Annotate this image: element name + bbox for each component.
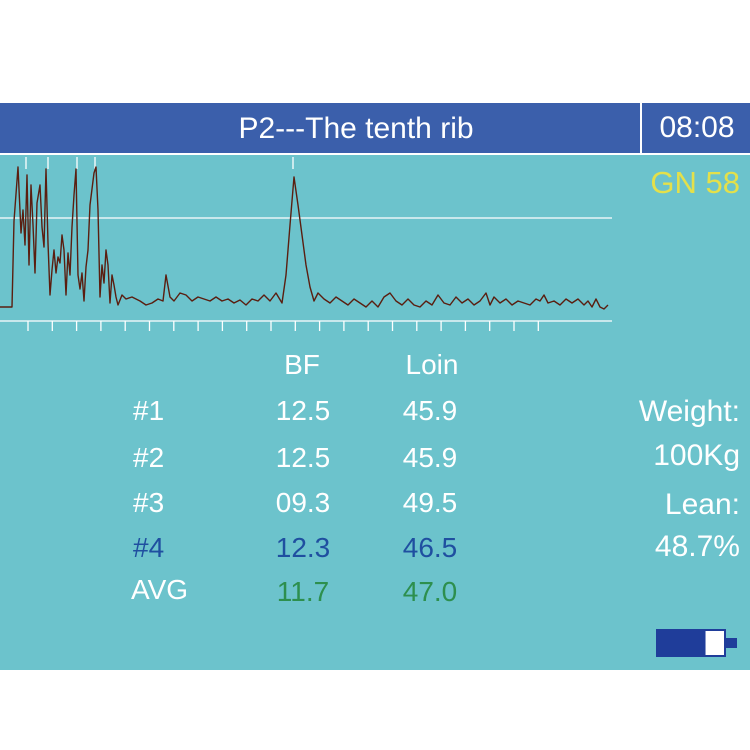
avg-bf: 11.7	[276, 576, 330, 607]
page-title: P2---The tenth rib	[238, 112, 474, 145]
lean-label: Lean:	[664, 488, 740, 521]
avg-label: AVG	[131, 574, 189, 605]
scale-ticks	[27, 321, 539, 331]
row-1-label: #1	[133, 395, 165, 426]
ultrasound-signal-plot	[0, 157, 612, 331]
row-4-loin: 46.5	[402, 532, 458, 563]
row-1-bf: 12.5	[275, 395, 331, 426]
header-loin: Loin	[405, 349, 459, 380]
weight-label: Weight:	[638, 395, 740, 428]
device-screen: P2---The tenth rib 08:08 GN 58 BF Loin #…	[0, 103, 750, 670]
avg-loin: 47.0	[402, 576, 458, 607]
row-4-bf: 12.3	[275, 532, 331, 563]
lean-value: 48.7%	[654, 530, 740, 563]
row-2-bf: 12.5	[275, 442, 331, 473]
row-1-loin: 45.9	[402, 395, 458, 426]
row-2-loin: 45.9	[402, 442, 458, 473]
signal-trace	[0, 166, 609, 310]
row-3-loin: 49.5	[402, 487, 458, 518]
peak-markers	[25, 157, 294, 169]
weight-value: 100Kg	[653, 439, 740, 472]
header-bf: BF	[284, 349, 320, 380]
gain-readout: GN 58	[650, 165, 740, 200]
battery-icon	[656, 629, 737, 657]
row-4-label: #4	[133, 532, 165, 563]
row-3-label: #3	[133, 487, 165, 518]
clock-display: 08:08	[640, 103, 750, 153]
row-3-bf: 09.3	[275, 487, 331, 518]
row-2-label: #2	[133, 442, 165, 473]
title-bar: P2---The tenth rib 08:08	[0, 103, 750, 155]
